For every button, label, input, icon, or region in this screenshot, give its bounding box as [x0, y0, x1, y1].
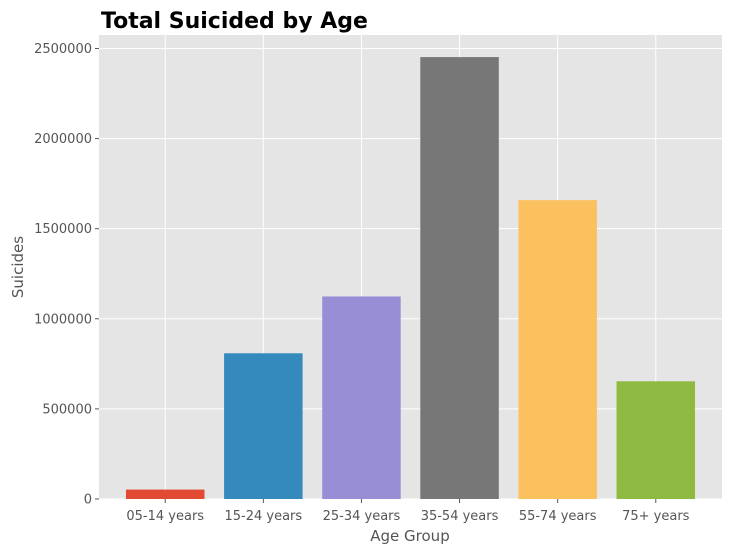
y-tick-label: 2000000: [34, 132, 92, 147]
x-tick-label: 75+ years: [622, 509, 690, 524]
y-axis-label: Suicides: [9, 236, 27, 298]
bar-75-years: [616, 381, 696, 499]
y-axis-ticks: 0 500000 1000000 1500000 2000000 2500000: [34, 42, 99, 508]
bars: [125, 57, 696, 500]
y-tick-label: 1500000: [34, 222, 92, 237]
y-tick-label: 2500000: [34, 42, 92, 57]
bar-05-14-years: [125, 489, 205, 499]
x-tick-label: 25-34 years: [323, 509, 401, 524]
bar-35-54-years: [420, 57, 499, 500]
bar-15-24-years: [224, 353, 303, 499]
x-tick-label: 55-74 years: [519, 509, 597, 524]
y-tick-label: 1000000: [34, 312, 92, 327]
chart-title: Total Suicided by Age: [101, 9, 368, 34]
x-tick-label: 05-14 years: [126, 509, 204, 524]
x-axis-ticks: 05-14 years 15-24 years 25-34 years 35-54 y…: [126, 499, 690, 524]
x-tick-label: 15-24 years: [224, 509, 302, 524]
x-axis-label: Age Group: [370, 527, 449, 545]
bar-55-74-years: [518, 200, 597, 500]
x-tick-label: 35-54 years: [421, 509, 499, 524]
y-tick-label: 500000: [42, 402, 92, 417]
y-tick-label: 0: [84, 493, 92, 508]
bar-25-34-years: [322, 296, 401, 499]
